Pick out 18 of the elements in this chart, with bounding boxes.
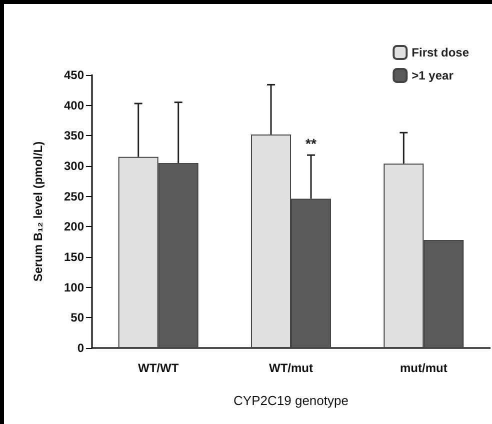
y-tick-label: 200 [64,220,84,234]
y-tick-label: 150 [64,250,84,264]
annotation: ** [306,136,317,152]
y-tick-label: 50 [70,310,84,325]
y-tick-label: 300 [64,159,84,173]
x-tick-label: mut/mut [400,361,448,375]
legend-label: >1 year [412,68,454,82]
y-tick-label: 250 [64,189,84,204]
y-tick-label: 0 [77,341,84,355]
y-tick-label: 450 [64,68,84,82]
y-tick-label: 350 [64,128,84,143]
x-axis-title: CYP2C19 genotype [234,393,348,408]
x-tick-label: WT/mut [269,361,313,375]
y-axis-title: Serum B₁₂ level (pmol/L) [31,141,45,282]
legend-label: First dose [412,46,470,60]
y-tick-label: 400 [64,98,84,112]
x-tick-label: WT/WT [138,361,180,375]
y-tick-label: 100 [64,280,84,294]
